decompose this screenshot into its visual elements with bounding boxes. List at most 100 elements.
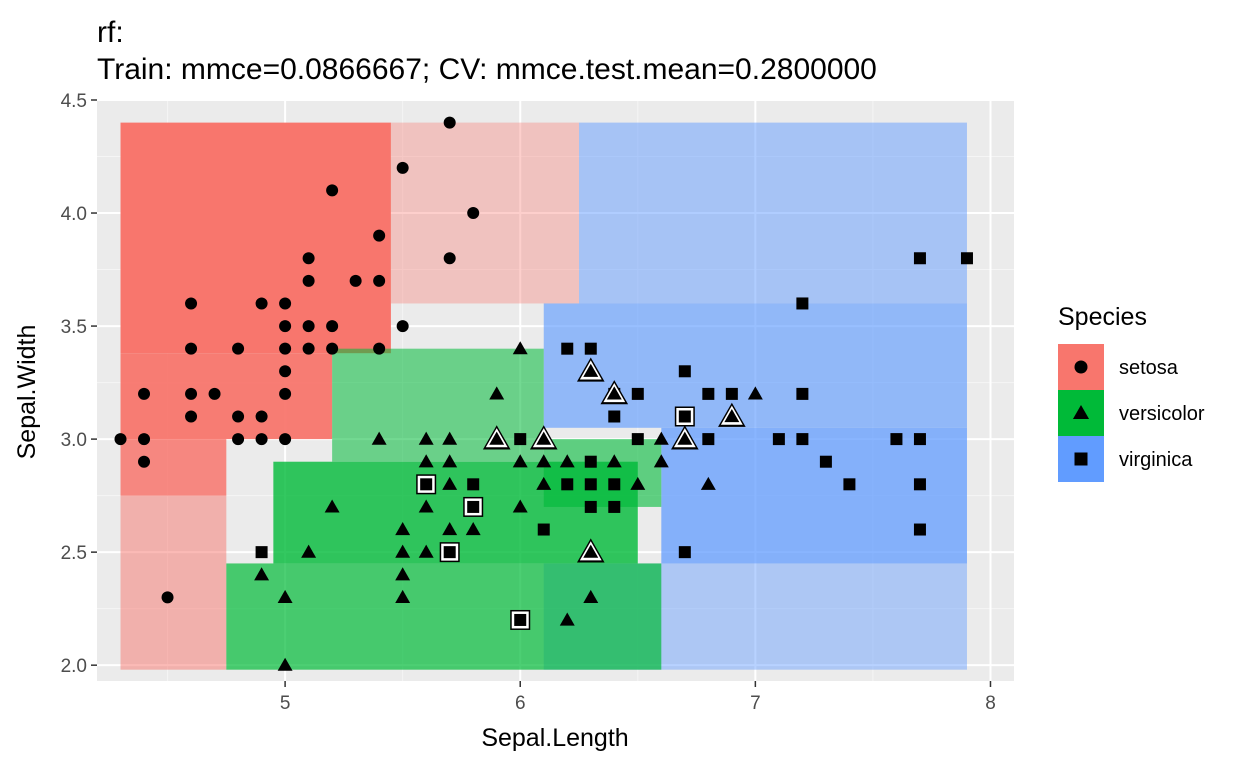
versicolor-point bbox=[442, 522, 458, 536]
legend: Species setosa versicolor virginica bbox=[1058, 303, 1205, 482]
setosa-point bbox=[302, 320, 315, 333]
y-tick-label: 3.0 bbox=[61, 430, 87, 451]
versicolor-point bbox=[301, 544, 317, 558]
region-virginica bbox=[543, 303, 967, 428]
setosa-point bbox=[161, 591, 174, 604]
region-versicolor bbox=[332, 348, 544, 462]
region-setosa bbox=[390, 122, 580, 304]
virginica-point bbox=[584, 342, 597, 355]
virginica-point bbox=[561, 478, 574, 491]
versicolor-point bbox=[395, 567, 411, 581]
setosa-point bbox=[467, 207, 480, 220]
setosa-point bbox=[373, 229, 386, 242]
region-versicolor bbox=[226, 563, 662, 670]
virginica-point bbox=[960, 252, 973, 265]
virginica-point bbox=[608, 478, 621, 491]
virginica-point bbox=[584, 500, 597, 513]
virginica-point bbox=[913, 523, 926, 536]
setosa-point bbox=[255, 433, 268, 446]
axis-ticks: 5 6 7 8 2.0 2.5 3.0 3.5 4.0 4.5 bbox=[61, 91, 996, 714]
highlighted-points bbox=[416, 357, 746, 630]
x-axis-title: Sepal.Length bbox=[481, 724, 628, 752]
highlight-point bbox=[724, 409, 740, 423]
setosa-point bbox=[232, 342, 245, 355]
region-setosa bbox=[120, 495, 227, 670]
virginica-point bbox=[255, 546, 268, 559]
virginica-point bbox=[796, 433, 809, 446]
setosa-point bbox=[279, 433, 292, 446]
versicolor-point bbox=[512, 454, 528, 468]
versicolor-point bbox=[277, 589, 293, 603]
versicolor-point bbox=[653, 454, 669, 468]
setosa-point bbox=[255, 297, 268, 310]
versicolor-point bbox=[418, 499, 434, 513]
x-tick-label: 8 bbox=[985, 693, 996, 714]
region-virginica bbox=[661, 427, 967, 564]
legend-label-versicolor: versicolor bbox=[1119, 403, 1205, 425]
highlight-point bbox=[489, 431, 505, 445]
versicolor-point bbox=[465, 522, 481, 536]
region-setosa bbox=[120, 122, 391, 354]
virginica-point bbox=[678, 546, 691, 559]
legend-label-setosa: setosa bbox=[1119, 357, 1179, 379]
versicolor-point bbox=[489, 386, 505, 400]
data-points bbox=[114, 116, 973, 671]
versicolor-point bbox=[418, 454, 434, 468]
setosa-point bbox=[279, 365, 292, 378]
virginica-point bbox=[467, 478, 480, 491]
virginica-point bbox=[561, 342, 574, 355]
highlight-point bbox=[514, 613, 527, 626]
highlight-point bbox=[536, 431, 552, 445]
chart-subtitle: Train: mmce=0.0866667; CV: mmce.test.mea… bbox=[97, 53, 877, 86]
highlight-point bbox=[583, 363, 599, 377]
highlight-point bbox=[420, 478, 433, 491]
legend-label-virginica: virginica bbox=[1119, 449, 1193, 471]
versicolor-point bbox=[512, 341, 528, 355]
versicolor-point bbox=[559, 454, 575, 468]
setosa-point bbox=[138, 455, 151, 468]
versicolor-point bbox=[395, 589, 411, 603]
virginica-point bbox=[608, 500, 621, 513]
legend-title: Species bbox=[1058, 303, 1147, 331]
setosa-point bbox=[279, 297, 292, 310]
region-versicolor bbox=[543, 439, 662, 507]
decision-regions bbox=[120, 122, 967, 670]
highlight-point bbox=[678, 410, 691, 423]
virginica-point bbox=[584, 455, 597, 468]
setosa-point bbox=[185, 342, 198, 355]
y-tick-label: 4.5 bbox=[61, 91, 87, 112]
highlight-point bbox=[677, 431, 693, 445]
virginica-point bbox=[631, 433, 644, 446]
virginica-point bbox=[678, 365, 691, 378]
versicolor-point bbox=[606, 454, 622, 468]
versicolor-point bbox=[371, 431, 387, 445]
virginica-point bbox=[702, 433, 715, 446]
versicolor-point bbox=[700, 476, 716, 490]
versicolor-point bbox=[395, 544, 411, 558]
setosa-point bbox=[443, 116, 456, 129]
versicolor-point bbox=[583, 589, 599, 603]
region-setosa bbox=[120, 439, 227, 496]
virginica-point bbox=[913, 252, 926, 265]
versicolor-point bbox=[277, 657, 293, 671]
chart-title: rf: bbox=[97, 16, 124, 49]
setosa-point bbox=[302, 274, 315, 287]
setosa-point bbox=[232, 410, 245, 423]
setosa-point bbox=[326, 320, 339, 333]
setosa-point bbox=[279, 320, 292, 333]
virginica-point bbox=[796, 297, 809, 310]
setosa-point bbox=[208, 387, 221, 400]
virginica-point bbox=[772, 433, 785, 446]
setosa-point bbox=[443, 252, 456, 265]
versicolor-point bbox=[653, 431, 669, 445]
setosa-point bbox=[373, 274, 386, 287]
setosa-point bbox=[185, 297, 198, 310]
y-tick-label: 2.0 bbox=[61, 656, 87, 677]
setosa-point bbox=[138, 387, 151, 400]
virginica-point bbox=[608, 410, 621, 423]
versicolor-point bbox=[559, 612, 575, 626]
x-tick-label: 6 bbox=[515, 693, 526, 714]
versicolor-point bbox=[512, 499, 528, 513]
versicolor-point bbox=[442, 431, 458, 445]
virginica-point bbox=[631, 387, 644, 400]
